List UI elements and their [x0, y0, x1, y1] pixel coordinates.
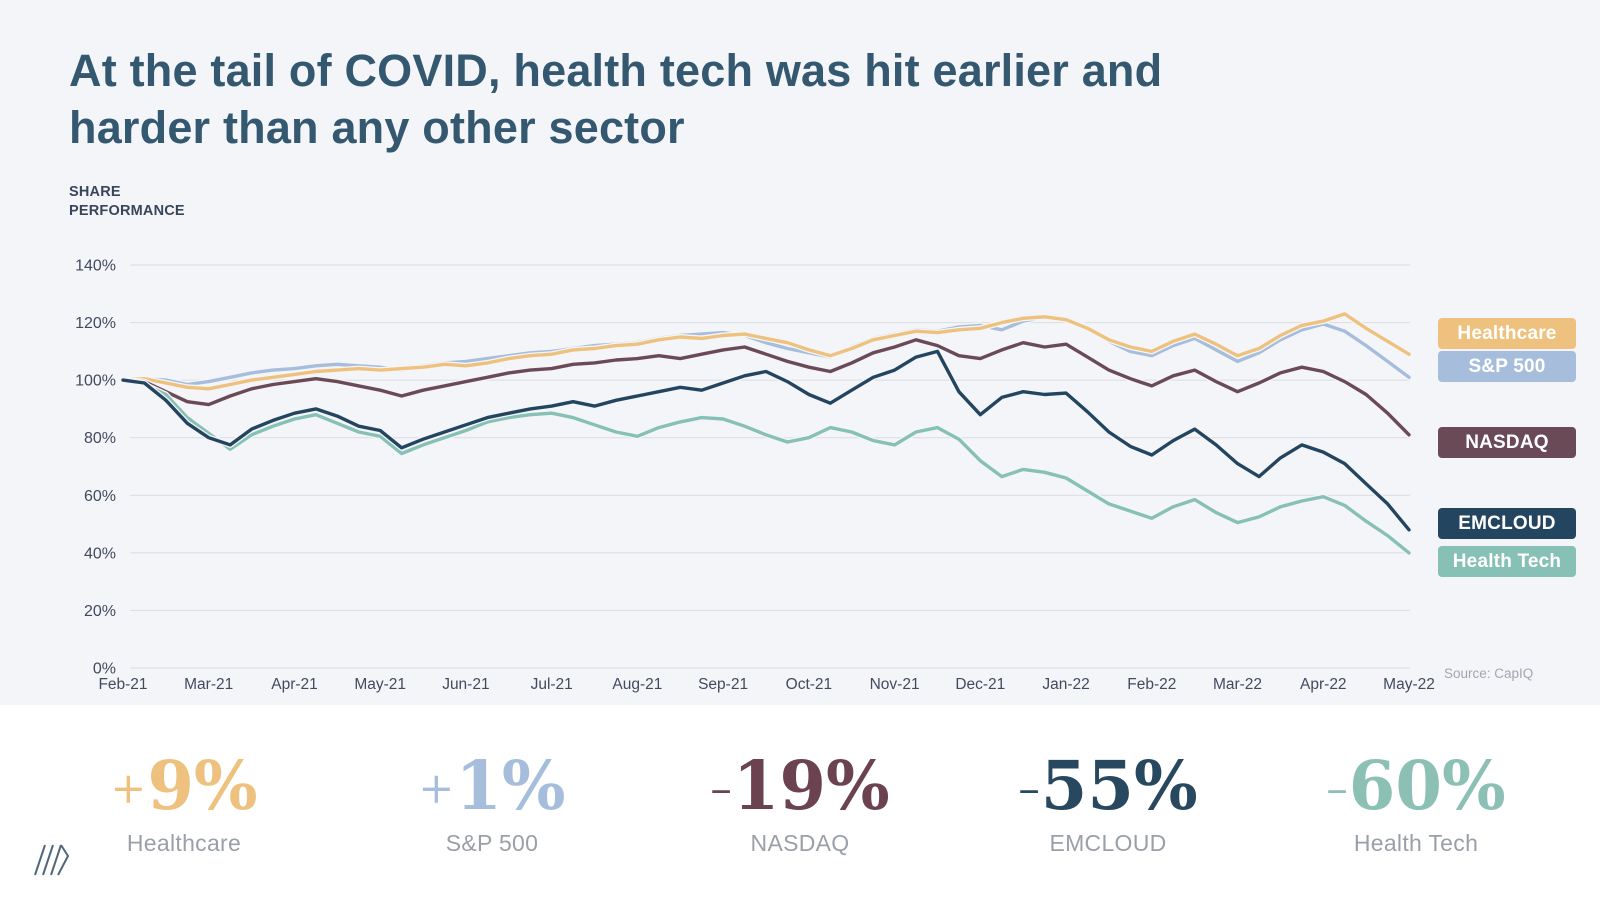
stat-value-emcloud: –55%: [1018, 752, 1197, 819]
svg-text:140%: 140%: [75, 258, 116, 275]
svg-text:20%: 20%: [84, 603, 116, 620]
stat-value-healthcare: +9%: [110, 752, 257, 819]
performance-line-chart: 0% 20% 40% 60% 80% 100% 120% 140% Feb-21 Mar-21 Ap…: [75, 258, 1435, 694]
svg-text:Apr-22: Apr-22: [1300, 676, 1347, 693]
stat-item: –19% NASDAQ: [646, 705, 954, 900]
svg-text:120%: 120%: [75, 315, 116, 332]
svg-text:Oct-21: Oct-21: [786, 676, 833, 693]
svg-text:May-21: May-21: [354, 676, 406, 693]
svg-text:Apr-21: Apr-21: [271, 676, 318, 693]
svg-text:Feb-21: Feb-21: [98, 676, 147, 693]
stat-sign: +: [110, 764, 147, 814]
stat-sign: –: [1018, 764, 1040, 814]
svg-text:Nov-21: Nov-21: [870, 676, 920, 693]
svg-text:Jul-21: Jul-21: [531, 676, 573, 693]
svg-text:60%: 60%: [84, 488, 116, 505]
svg-text:Jan-22: Jan-22: [1042, 676, 1089, 693]
stat-label-health-tech: Health Tech: [1353, 830, 1479, 856]
stat-item: +1% S&P 500: [338, 705, 646, 900]
stat-item: –55% EMCLOUD: [954, 705, 1262, 900]
stat-number-text: 19%: [732, 746, 890, 825]
svg-text:Mar-22: Mar-22: [1213, 676, 1262, 693]
stat-item: +9% Healthcare: [30, 705, 338, 900]
stat-label-sp500: S&P 500: [445, 830, 539, 856]
slide-title: At the tail of COVID, health tech was hi…: [69, 42, 1162, 156]
stat-value-nasdaq: –19%: [710, 752, 889, 819]
company-logo-icon: [34, 844, 70, 876]
svg-text:Dec-21: Dec-21: [955, 676, 1005, 693]
svg-text:Sep-21: Sep-21: [698, 676, 748, 693]
stat-number-text: 55%: [1040, 746, 1198, 825]
stat-sign: –: [1326, 764, 1348, 814]
stat-number-text: 1%: [455, 746, 566, 825]
stat-number-text: 9%: [147, 746, 258, 825]
stat-label-nasdaq: NASDAQ: [750, 830, 850, 856]
stat-number-text: 60%: [1348, 746, 1506, 825]
svg-text:Feb-22: Feb-22: [1127, 676, 1176, 693]
stat-label-emcloud: EMCLOUD: [1049, 830, 1167, 856]
stat-sign: –: [710, 764, 732, 814]
title-line-2: harder than any other sector: [69, 102, 685, 153]
svg-text:Mar-21: Mar-21: [184, 676, 233, 693]
svg-text:Jun-21: Jun-21: [442, 676, 489, 693]
axis-title-line-1: SHARE: [69, 184, 121, 200]
y-axis-title: SHARE PERFORMANCE: [69, 183, 185, 221]
stat-value-sp500: +1%: [418, 752, 565, 819]
stats-row: +9% Healthcare +1% S&P 500 –19% NASDAQ –…: [0, 705, 1600, 900]
title-line-1: At the tail of COVID, health tech was hi…: [69, 45, 1163, 96]
axis-title-line-2: PERFORMANCE: [69, 203, 185, 219]
svg-text:Aug-21: Aug-21: [612, 676, 662, 693]
svg-text:100%: 100%: [75, 373, 116, 390]
stat-item: –60% Health Tech: [1262, 705, 1570, 900]
source-attribution: Source: CapIQ: [1444, 666, 1534, 681]
stat-value-health-tech: –60%: [1326, 752, 1505, 819]
stat-sign: +: [418, 764, 455, 814]
chart-section: At the tail of COVID, health tech was hi…: [0, 0, 1600, 705]
svg-text:40%: 40%: [84, 545, 116, 562]
stat-label-healthcare: Healthcare: [126, 830, 242, 856]
svg-text:0%: 0%: [93, 661, 116, 678]
svg-text:May-22: May-22: [1383, 676, 1435, 693]
svg-text:80%: 80%: [84, 430, 116, 447]
